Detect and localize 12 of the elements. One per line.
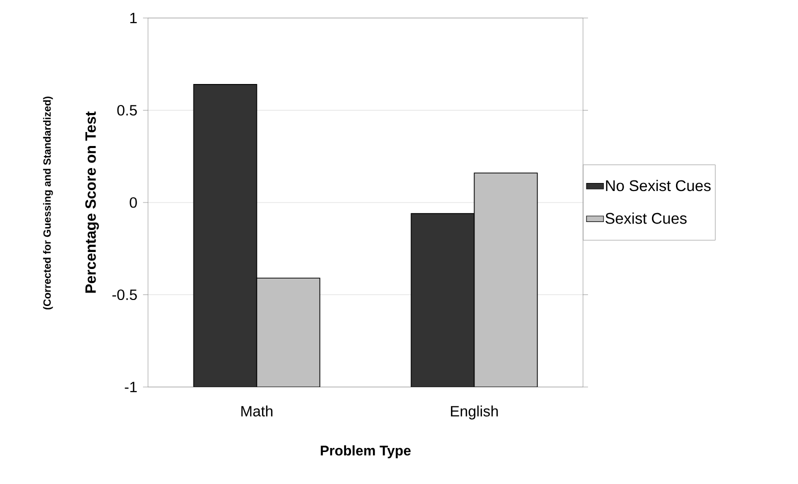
y-tick-label: 0 bbox=[130, 197, 137, 208]
legend-label: No Sexist Cues bbox=[606, 180, 711, 192]
x-axis-title: Problem Type bbox=[320, 445, 411, 458]
legend-label: Sexist Cues bbox=[606, 212, 687, 224]
y-axis-title: Percentage Score on Test bbox=[85, 111, 99, 293]
x-tick-label: English bbox=[450, 406, 498, 420]
y-tick-label: -1 bbox=[124, 382, 137, 392]
y-tick-label: -0.5 bbox=[112, 289, 137, 300]
y-tick-label: 1 bbox=[130, 12, 137, 24]
x-tick-label: Math bbox=[241, 406, 272, 416]
y-tick-label: 0.5 bbox=[117, 104, 137, 116]
text: (Corrected for Guessing and Standardized) bbox=[43, 96, 53, 310]
